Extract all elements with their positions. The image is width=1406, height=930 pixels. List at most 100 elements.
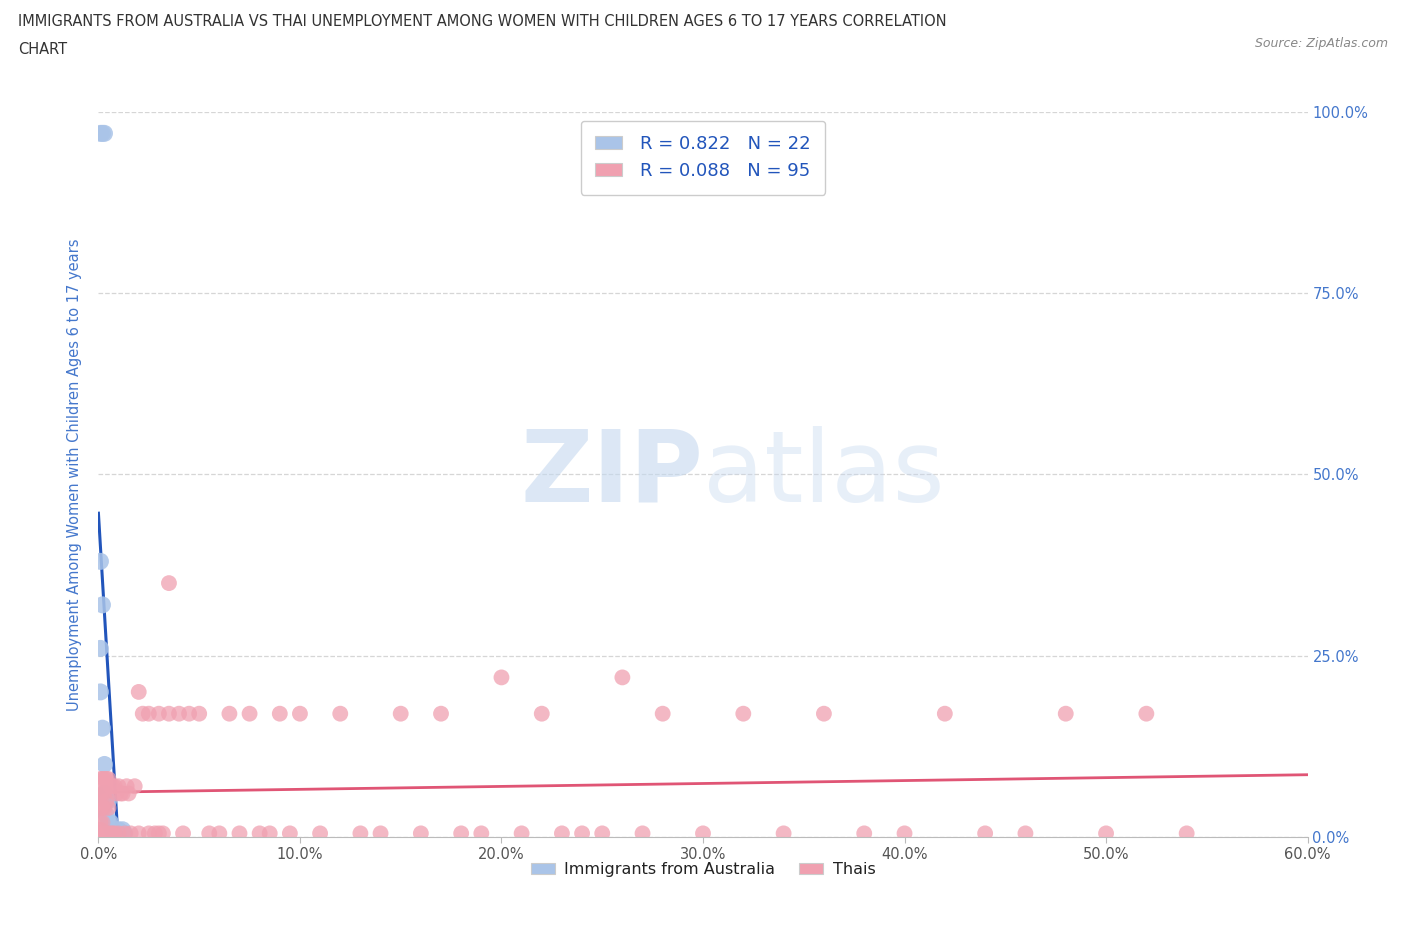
Point xyxy=(138,826,160,841)
Point xyxy=(107,778,129,793)
Point xyxy=(1014,826,1036,841)
Point xyxy=(96,793,118,808)
Point xyxy=(96,772,118,787)
Point xyxy=(692,826,714,841)
Point xyxy=(89,801,111,816)
Point xyxy=(138,706,160,721)
Point xyxy=(409,826,432,841)
Point xyxy=(1135,706,1157,721)
Point xyxy=(172,826,194,841)
Point xyxy=(93,786,115,801)
Point xyxy=(152,826,174,841)
Point xyxy=(132,706,155,721)
Text: Source: ZipAtlas.com: Source: ZipAtlas.com xyxy=(1254,37,1388,50)
Point xyxy=(491,670,513,684)
Y-axis label: Unemployment Among Women with Children Ages 6 to 17 years: Unemployment Among Women with Children A… xyxy=(67,238,83,711)
Point xyxy=(370,826,392,841)
Point xyxy=(288,706,311,721)
Point xyxy=(111,786,134,801)
Point xyxy=(101,826,124,841)
Point xyxy=(93,786,115,801)
Point xyxy=(249,826,271,841)
Point xyxy=(89,826,111,841)
Point xyxy=(450,826,472,841)
Point xyxy=(208,826,231,841)
Point xyxy=(103,826,125,841)
Point xyxy=(105,786,128,801)
Point xyxy=(96,808,118,823)
Text: CHART: CHART xyxy=(18,42,67,57)
Point xyxy=(91,597,114,612)
Point xyxy=(100,778,122,793)
Point xyxy=(259,826,281,841)
Point xyxy=(114,826,136,841)
Point xyxy=(110,786,132,801)
Text: atlas: atlas xyxy=(703,426,945,523)
Point xyxy=(309,826,332,841)
Point xyxy=(148,706,170,721)
Point xyxy=(89,772,111,787)
Point xyxy=(651,706,673,721)
Point xyxy=(91,721,114,736)
Point xyxy=(143,826,166,841)
Point xyxy=(101,778,124,793)
Point xyxy=(93,126,115,140)
Point xyxy=(91,772,114,787)
Point xyxy=(813,706,835,721)
Point xyxy=(269,706,291,721)
Point xyxy=(853,826,876,841)
Point xyxy=(97,772,120,787)
Point xyxy=(329,706,352,721)
Point xyxy=(571,826,593,841)
Point xyxy=(91,826,114,841)
Point xyxy=(470,826,492,841)
Point xyxy=(89,126,111,140)
Legend: Immigrants from Australia, Thais: Immigrants from Australia, Thais xyxy=(524,856,882,884)
Point xyxy=(1175,826,1198,841)
Point xyxy=(167,706,190,721)
Point xyxy=(124,778,146,793)
Point xyxy=(349,826,371,841)
Point xyxy=(974,826,997,841)
Point xyxy=(1095,826,1118,841)
Point xyxy=(430,706,453,721)
Point xyxy=(612,670,634,684)
Point xyxy=(530,706,553,721)
Point xyxy=(93,757,115,772)
Point xyxy=(91,815,114,830)
Point xyxy=(107,826,129,841)
Point xyxy=(510,826,533,841)
Point xyxy=(118,786,141,801)
Text: ZIP: ZIP xyxy=(520,426,703,523)
Point xyxy=(389,706,412,721)
Point xyxy=(93,826,115,841)
Point xyxy=(89,815,111,830)
Point xyxy=(115,778,138,793)
Point xyxy=(111,822,134,837)
Point xyxy=(101,822,124,837)
Point xyxy=(89,826,111,841)
Point xyxy=(96,826,118,841)
Point xyxy=(89,554,111,569)
Point xyxy=(93,801,115,816)
Point xyxy=(93,772,115,787)
Point xyxy=(934,706,956,721)
Point xyxy=(198,826,221,841)
Point xyxy=(114,826,136,841)
Point xyxy=(110,826,132,841)
Point xyxy=(96,793,118,808)
Point xyxy=(89,826,111,841)
Point xyxy=(89,641,111,656)
Point xyxy=(103,822,125,837)
Point xyxy=(91,786,114,801)
Point xyxy=(91,801,114,816)
Point xyxy=(148,826,170,841)
Point xyxy=(89,786,111,801)
Point xyxy=(733,706,755,721)
Point xyxy=(239,706,262,721)
Point xyxy=(157,576,180,591)
Point xyxy=(91,126,114,140)
Point xyxy=(107,822,129,837)
Point xyxy=(631,826,654,841)
Point xyxy=(772,826,794,841)
